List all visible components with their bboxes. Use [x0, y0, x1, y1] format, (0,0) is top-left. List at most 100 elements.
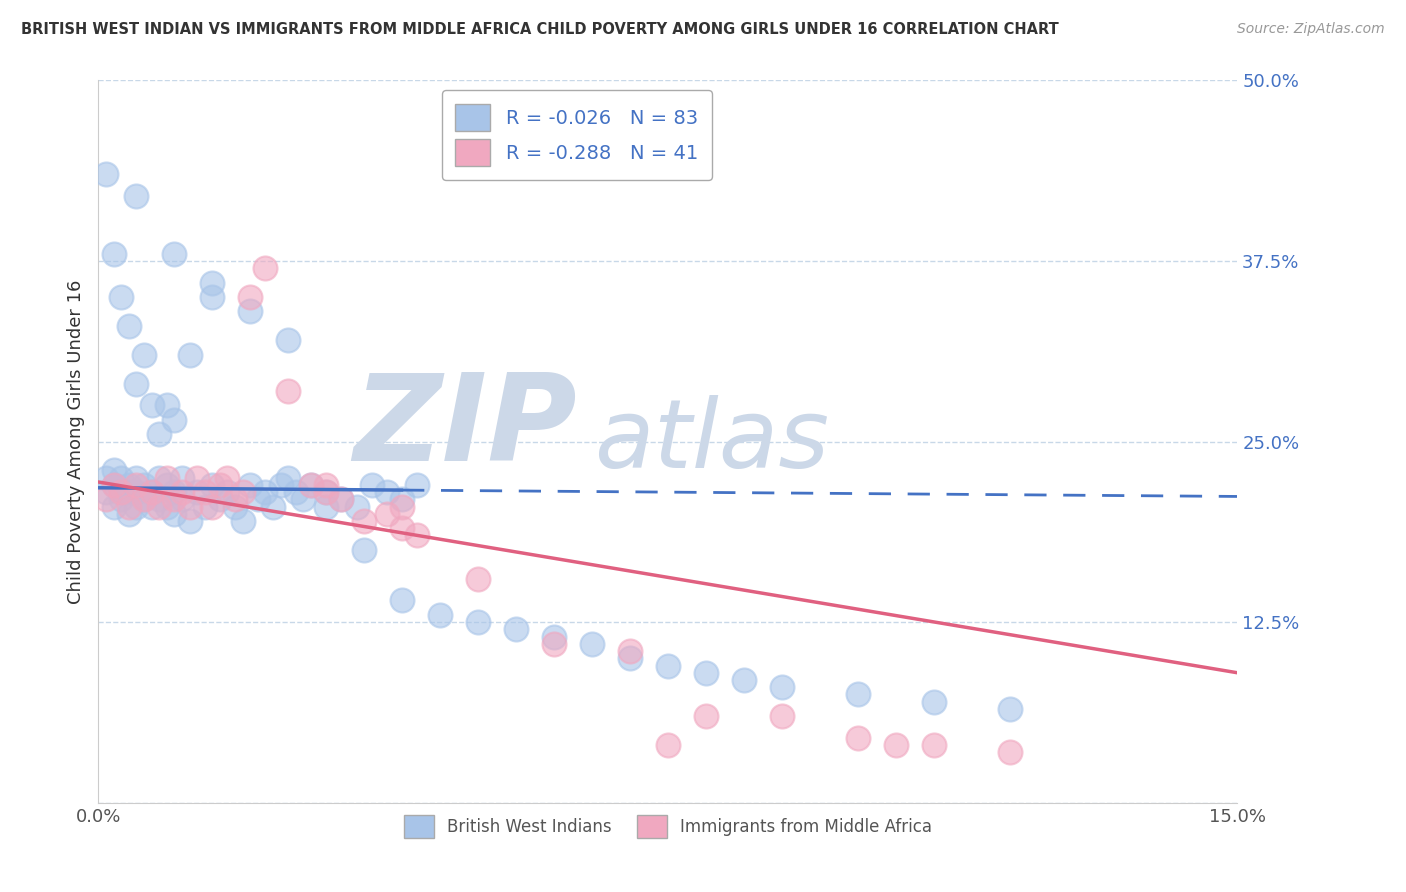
- Point: [391, 521, 413, 535]
- Point: [467, 615, 489, 630]
- Point: [103, 478, 125, 492]
- Point: [330, 492, 353, 507]
- Point: [254, 261, 277, 276]
- Point: [292, 492, 315, 507]
- Point: [141, 485, 163, 500]
- Point: [156, 478, 179, 492]
- Point: [141, 485, 163, 500]
- Point: [179, 348, 201, 362]
- Point: [118, 500, 141, 514]
- Text: BRITISH WEST INDIAN VS IMMIGRANTS FROM MIDDLE AFRICA CHILD POVERTY AMONG GIRLS U: BRITISH WEST INDIAN VS IMMIGRANTS FROM M…: [21, 22, 1059, 37]
- Point: [270, 478, 292, 492]
- Point: [186, 470, 208, 484]
- Y-axis label: Child Poverty Among Girls Under 16: Child Poverty Among Girls Under 16: [66, 279, 84, 604]
- Point: [360, 478, 382, 492]
- Point: [695, 665, 717, 680]
- Point: [94, 492, 117, 507]
- Point: [110, 492, 132, 507]
- Point: [239, 304, 262, 318]
- Point: [103, 478, 125, 492]
- Point: [194, 485, 217, 500]
- Point: [998, 702, 1021, 716]
- Point: [246, 492, 269, 507]
- Point: [148, 500, 170, 514]
- Point: [110, 485, 132, 500]
- Point: [118, 507, 141, 521]
- Point: [217, 485, 239, 500]
- Point: [543, 630, 565, 644]
- Point: [118, 478, 141, 492]
- Point: [118, 318, 141, 333]
- Point: [262, 500, 284, 514]
- Point: [846, 731, 869, 745]
- Point: [186, 485, 208, 500]
- Point: [922, 695, 945, 709]
- Point: [156, 470, 179, 484]
- Point: [315, 478, 337, 492]
- Point: [94, 167, 117, 181]
- Point: [201, 500, 224, 514]
- Point: [163, 246, 186, 260]
- Point: [110, 470, 132, 484]
- Point: [194, 500, 217, 514]
- Point: [353, 514, 375, 528]
- Point: [543, 637, 565, 651]
- Point: [179, 500, 201, 514]
- Point: [284, 485, 307, 500]
- Point: [770, 680, 793, 694]
- Point: [232, 514, 254, 528]
- Point: [208, 478, 231, 492]
- Point: [156, 500, 179, 514]
- Point: [315, 485, 337, 500]
- Point: [232, 485, 254, 500]
- Point: [299, 478, 322, 492]
- Point: [170, 485, 193, 500]
- Point: [884, 738, 907, 752]
- Point: [467, 572, 489, 586]
- Point: [201, 276, 224, 290]
- Point: [429, 607, 451, 622]
- Point: [110, 290, 132, 304]
- Point: [103, 500, 125, 514]
- Point: [170, 492, 193, 507]
- Point: [581, 637, 603, 651]
- Point: [315, 500, 337, 514]
- Point: [141, 500, 163, 514]
- Point: [346, 500, 368, 514]
- Point: [132, 348, 155, 362]
- Point: [239, 290, 262, 304]
- Point: [299, 478, 322, 492]
- Point: [148, 470, 170, 484]
- Point: [733, 673, 755, 687]
- Point: [179, 514, 201, 528]
- Point: [375, 485, 398, 500]
- Point: [315, 485, 337, 500]
- Point: [103, 463, 125, 477]
- Point: [125, 485, 148, 500]
- Point: [125, 500, 148, 514]
- Point: [148, 427, 170, 442]
- Point: [239, 478, 262, 492]
- Point: [94, 485, 117, 500]
- Point: [125, 478, 148, 492]
- Point: [998, 745, 1021, 759]
- Point: [695, 709, 717, 723]
- Point: [118, 485, 141, 500]
- Point: [277, 334, 299, 348]
- Point: [657, 738, 679, 752]
- Text: atlas: atlas: [593, 395, 828, 488]
- Point: [163, 485, 186, 500]
- Point: [505, 623, 527, 637]
- Point: [391, 500, 413, 514]
- Point: [277, 470, 299, 484]
- Point: [201, 478, 224, 492]
- Point: [148, 492, 170, 507]
- Point: [846, 687, 869, 701]
- Point: [156, 398, 179, 412]
- Point: [217, 470, 239, 484]
- Point: [110, 485, 132, 500]
- Point: [208, 492, 231, 507]
- Text: Source: ZipAtlas.com: Source: ZipAtlas.com: [1237, 22, 1385, 37]
- Point: [132, 492, 155, 507]
- Point: [125, 189, 148, 203]
